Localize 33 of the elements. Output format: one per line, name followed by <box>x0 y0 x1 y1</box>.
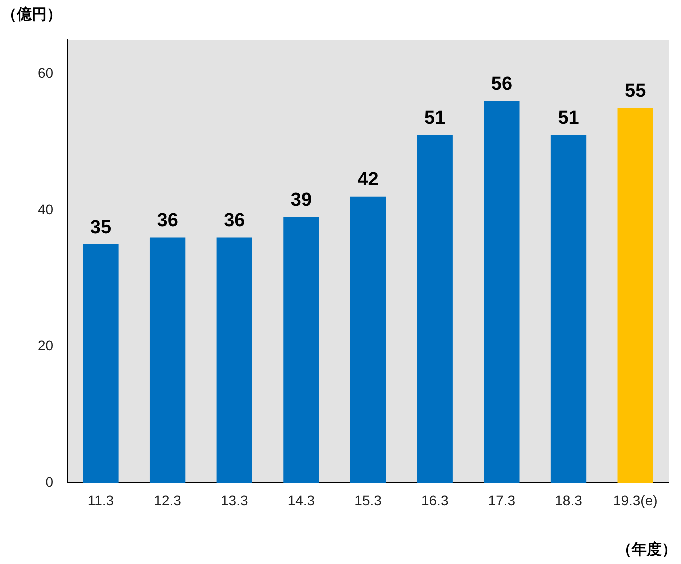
y-axis-title: （億円） <box>2 6 62 24</box>
data-label: 35 <box>90 217 112 238</box>
bar <box>83 244 119 484</box>
x-tick-label: 15.3 <box>354 492 382 508</box>
bar <box>150 238 186 484</box>
x-tick-label: 12.3 <box>154 492 182 508</box>
data-label: 39 <box>290 190 312 212</box>
data-label: 36 <box>224 210 246 232</box>
x-tick-label: 19.3(e) <box>613 492 658 508</box>
x-tick-label: 18.3 <box>555 492 583 508</box>
data-label: 55 <box>625 80 647 102</box>
bar <box>216 238 252 484</box>
y-tick-label: 0 <box>46 474 54 490</box>
bar <box>484 101 520 484</box>
bar <box>550 135 587 484</box>
y-tick-label: 20 <box>38 338 54 354</box>
x-axis-title: （年度） <box>617 540 677 559</box>
y-tick-label: 60 <box>38 64 54 81</box>
x-tick-label: 17.3 <box>488 492 516 508</box>
x-tick-label: 16.3 <box>421 492 449 508</box>
x-tick-label: 14.3 <box>288 492 316 508</box>
bar <box>350 196 386 484</box>
bar <box>618 108 654 484</box>
data-label: 51 <box>558 108 580 130</box>
y-tick-label: 40 <box>38 201 54 218</box>
data-label: 36 <box>157 210 178 232</box>
x-tick-label: 11.3 <box>88 492 114 508</box>
data-label: 42 <box>358 170 379 191</box>
x-tick-label: 13.3 <box>221 492 248 508</box>
data-label: 56 <box>491 74 513 96</box>
data-label: 51 <box>424 108 446 130</box>
bar <box>284 217 320 484</box>
bar <box>417 135 453 484</box>
